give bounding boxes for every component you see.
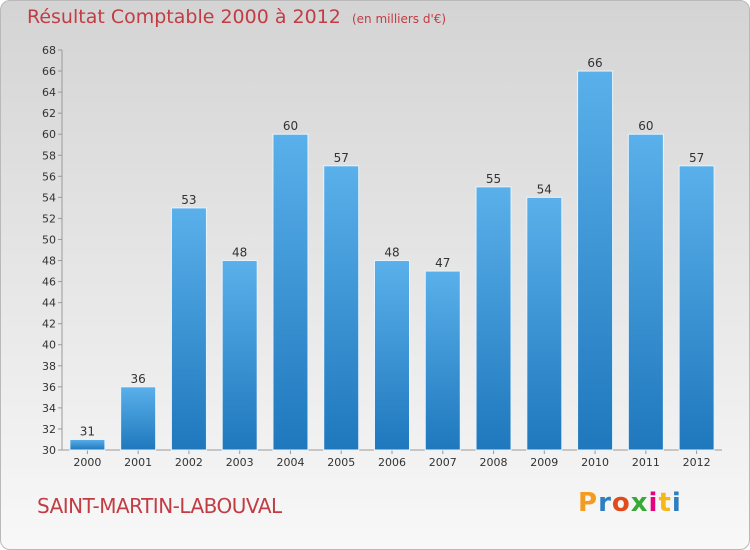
y-tick-label: 32 <box>42 423 56 436</box>
x-tick-label: 2002 <box>175 456 203 469</box>
x-tick-label: 2010 <box>581 456 609 469</box>
axes: 30 32 34 36 38 40 42 44 46 48 50 52 54 56 58 60 62 64 66 68… <box>42 44 722 469</box>
data-label: 60 <box>283 119 298 133</box>
x-tick-label: 2009 <box>530 456 558 469</box>
y-tick-label: 40 <box>42 339 56 352</box>
y-tick-label: 66 <box>42 65 56 78</box>
x-tick-label: 2007 <box>429 456 457 469</box>
data-label: 47 <box>435 256 450 270</box>
y-tick-label: 44 <box>42 297 56 310</box>
data-label: 66 <box>587 56 602 70</box>
bar-2009 <box>526 196 563 451</box>
bar-2000 <box>69 438 106 451</box>
y-tick-label: 58 <box>42 149 56 162</box>
logo-letter: i <box>648 488 659 518</box>
y-tick-label: 38 <box>42 360 56 373</box>
bar-2010 <box>577 70 614 451</box>
logo-letter: i <box>671 488 682 518</box>
x-tick-label: 2004 <box>276 456 304 469</box>
y-tick-label: 52 <box>42 212 56 225</box>
logo-letter: t <box>658 488 672 518</box>
y-tick-label: 48 <box>42 255 56 268</box>
x-tick-label: 2000 <box>73 456 101 469</box>
y-tick-label: 50 <box>42 233 56 246</box>
bar-2007 <box>424 270 461 451</box>
commune-name: SAINT-MARTIN-LABOUVAL <box>37 494 282 518</box>
logo-letter: P <box>578 488 599 518</box>
x-tick-label: 2001 <box>124 456 152 469</box>
data-label: 53 <box>181 193 196 207</box>
bars <box>69 70 715 451</box>
y-tick-label: 56 <box>42 170 56 183</box>
x-tick-label: 2011 <box>632 456 660 469</box>
data-label: 48 <box>232 246 247 260</box>
x-tick-label: 2003 <box>226 456 254 469</box>
bar-2012 <box>678 165 715 451</box>
y-tick-label: 34 <box>42 402 56 415</box>
logo-letter: o <box>611 488 631 518</box>
chart-title-block: Résultat Comptable 2000 à 2012 (en milli… <box>27 6 446 28</box>
data-label: 31 <box>80 424 95 438</box>
chart-unit: (en milliers d'€) <box>351 12 447 26</box>
data-label: 57 <box>334 151 349 165</box>
bar-2004 <box>272 133 309 451</box>
data-label: 54 <box>537 182 552 196</box>
x-tick-label: 2012 <box>683 456 711 469</box>
data-label: 57 <box>689 151 704 165</box>
x-tick-label: 2005 <box>327 456 355 469</box>
y-tick-label: 36 <box>42 381 56 394</box>
logo-letter: x <box>630 488 649 518</box>
y-tick-label: 30 <box>42 444 56 457</box>
y-tick-label: 62 <box>42 107 56 120</box>
y-tick-label: 68 <box>42 44 56 57</box>
bar-2006 <box>374 260 410 451</box>
chart-title: Résultat Comptable 2000 à 2012 <box>27 6 341 28</box>
data-label: 36 <box>131 372 146 386</box>
x-tick-label: 2008 <box>480 456 508 469</box>
data-label: 60 <box>638 119 653 133</box>
proxiti-logo[interactable]: Proxiti <box>578 488 682 518</box>
logo-letter: r <box>598 488 612 518</box>
bar-2008 <box>475 186 512 451</box>
data-label: 55 <box>486 172 501 186</box>
y-tick-label: 42 <box>42 318 56 331</box>
bar-2003 <box>221 260 258 451</box>
y-tick-label: 60 <box>42 128 56 141</box>
y-tick-label: 54 <box>42 191 56 204</box>
data-label: 48 <box>384 246 399 260</box>
x-tick-label: 2006 <box>378 456 406 469</box>
bar-2011 <box>627 133 664 451</box>
bar-2005 <box>323 165 360 451</box>
y-tick-label: 64 <box>42 86 56 99</box>
bar-2001 <box>120 386 157 451</box>
data-labels: 31 36 53 48 60 57 48 47 55 54 66 60 57 <box>80 56 705 438</box>
y-tick-label: 46 <box>42 276 56 289</box>
bar-2002 <box>170 207 207 451</box>
